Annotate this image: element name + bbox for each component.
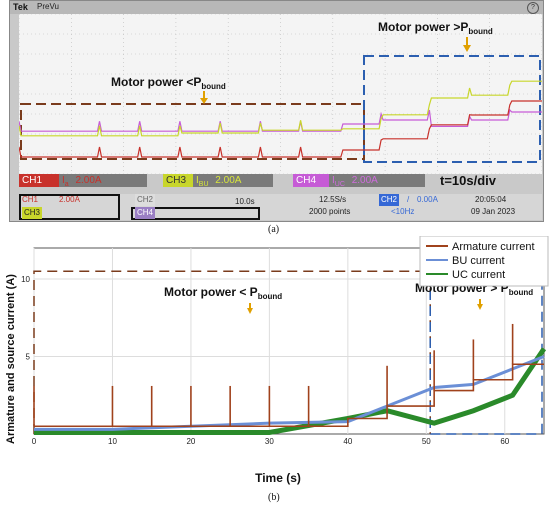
status-trig-icon: / (407, 195, 410, 204)
status-ch1[interactable]: CH1 (22, 195, 39, 204)
status-ch3[interactable]: CH3 (22, 207, 43, 219)
series-line-1 (34, 355, 545, 431)
status-bw: <10Hz (391, 207, 415, 216)
scope-screen: Motor power <Pbound Motor power >Pbound … (19, 14, 542, 174)
y-tick-label: 10 (21, 275, 30, 284)
x-tick-label: 50 (422, 437, 431, 446)
legend-label-armature: Armature current (452, 241, 535, 253)
status-ch1-val: 2.00A (59, 195, 80, 204)
status-date: 09 Jan 2023 (471, 207, 516, 216)
annotation-low-b-arrowhead (247, 308, 253, 314)
status-timebase: 10.0s (235, 197, 255, 206)
caption-b: (b) (268, 492, 280, 503)
status-sample-rate: 12.5S/s (319, 195, 347, 204)
status-trig-val: 0.00A (417, 195, 438, 204)
x-tick-label: 10 (108, 437, 117, 446)
status-points: 2000 points (309, 207, 351, 216)
annotation-high-b-arrowhead (477, 304, 483, 310)
ch3-label[interactable]: CH3 (163, 174, 193, 187)
x-tick-label: 20 (186, 437, 195, 446)
ch4-scale: IUC 2.00A (329, 174, 425, 188)
current-chart: 0 10 20 30 40 50 60 5 10 Armature and source cur… (5, 236, 549, 485)
trace-ch4 (19, 108, 542, 132)
bound-low-line (33, 270, 431, 434)
x-axis-label: Time (s) (255, 471, 301, 485)
status-ch2[interactable]: CH2 (135, 194, 156, 206)
annotation-low-arrowhead (200, 98, 208, 104)
scope-title-bar: Tek PreVu ? (10, 1, 543, 14)
annotation-high: Motor power >Pbound (378, 20, 493, 36)
x-tick-label: 40 (343, 437, 352, 446)
ch4-label[interactable]: CH4 (293, 174, 329, 187)
annotation-low: Motor power <Pbound (111, 75, 226, 91)
ch3-scale: IBU 2.00A (193, 174, 273, 188)
scope-grid (19, 14, 542, 174)
chart-ticks: 0 10 20 30 40 50 60 5 10 (21, 275, 510, 446)
status-mid-box (131, 207, 260, 220)
trace-ch1 (19, 100, 542, 158)
status-left-box (19, 194, 120, 220)
annotation-low-b: Motor power < Pbound (164, 285, 282, 301)
oscilloscope-panel: Tek PreVu ? Motor power <Pbound Motor po… (9, 0, 544, 222)
bound-high-frame (363, 55, 541, 163)
scope-brand: Tek (13, 2, 28, 12)
status-trig-ch[interactable]: CH2 (379, 194, 400, 206)
legend-label-uc: UC current (452, 269, 505, 281)
ch1-label[interactable]: CH1 (19, 174, 59, 187)
status-ch4[interactable]: CH4 (135, 207, 156, 219)
chart-legend: Armature current BU current UC current (419, 236, 549, 287)
scope-mode: PreVu (37, 2, 59, 11)
info-icon[interactable]: ? (527, 2, 539, 14)
status-time: 20:05:04 (475, 195, 507, 204)
scope-channel-row: CH1 Ia 2.00A CH3 IBU 2.00A CH4 IUC 2.00A… (19, 174, 542, 190)
x-tick-label: 60 (500, 437, 509, 446)
x-tick-label: 0 (32, 437, 37, 446)
trace-ch3 (19, 80, 542, 137)
caption-a: (a) (268, 224, 280, 235)
chart-series (33, 323, 547, 435)
ch1-scale: Ia 2.00A (59, 174, 147, 188)
x-tick-label: 30 (265, 437, 274, 446)
timebase-note: t=10s/div (440, 173, 497, 188)
y-axis-label: Armature and source current (A) (5, 274, 17, 444)
scope-status-bar: CH1 2.00A CH3 CH2 CH4 10.0s 12.5S/s 2000… (19, 194, 542, 220)
legend-label-bu: BU current (452, 255, 505, 267)
annotation-high-arrowhead (463, 45, 471, 52)
y-tick-label: 5 (26, 353, 31, 362)
